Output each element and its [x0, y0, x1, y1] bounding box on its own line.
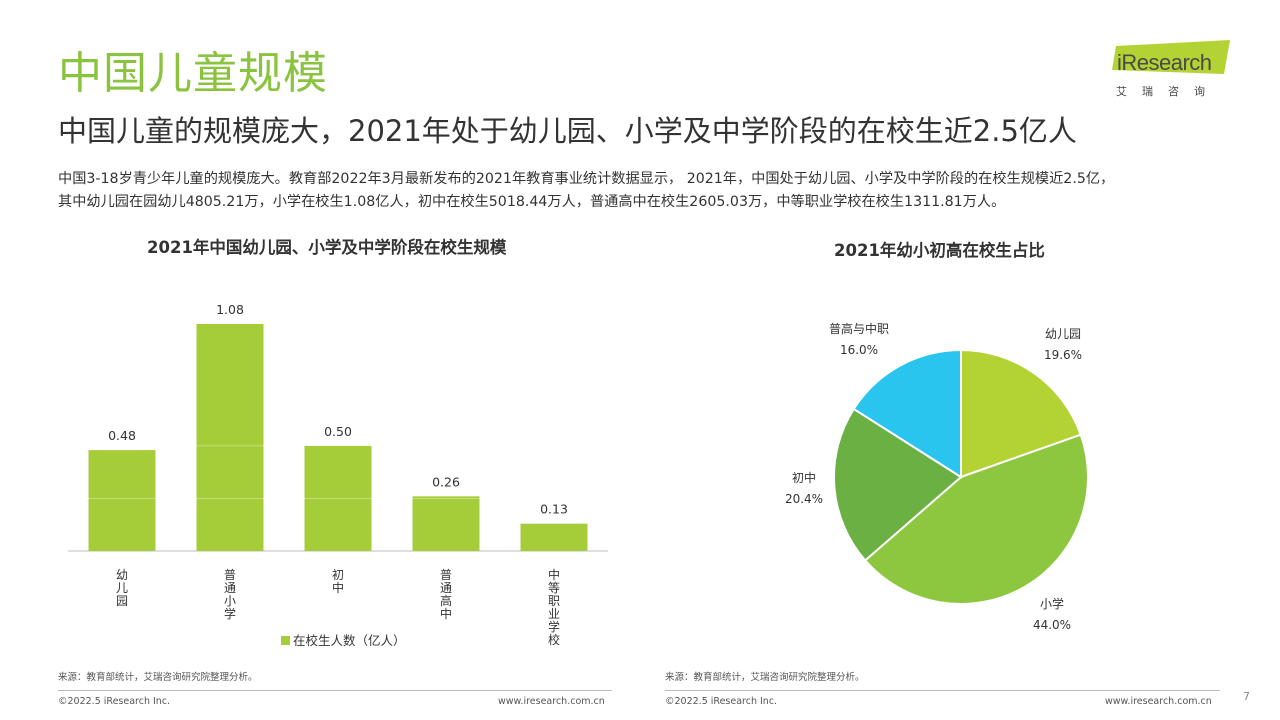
category-label-char: 高: [440, 593, 452, 608]
category-label-char: 园: [116, 594, 128, 608]
category-label-char: 中: [440, 606, 452, 621]
description-line-2: 其中幼儿园在园幼儿4805.21万，小学在校生1.08亿人，初中在校生5018.…: [58, 193, 1006, 210]
bar-初中: [304, 445, 372, 551]
bar-中等职业学校: [520, 523, 588, 551]
category-label-char: 通: [224, 581, 236, 595]
pie-slice-小学: [863, 433, 1089, 605]
bar-value-label: 1.08: [216, 302, 244, 317]
source-note-right: 来源：教育部统计，艾瑞咨询研究院整理分析。: [665, 672, 865, 683]
footer-divider-right: [665, 690, 1220, 691]
bar-value-label: 0.50: [324, 424, 352, 439]
description-line-1: 中国3-18岁青少年儿童的规模庞大。教育部2022年3月最新发布的2021年教育…: [58, 171, 1115, 187]
pie-label-name: 幼儿园: [1045, 327, 1081, 341]
pie-label-name: 小学: [1040, 596, 1064, 611]
page-title: 中国儿童规模: [58, 48, 328, 99]
pie-label-pct: 16.0%: [840, 343, 878, 357]
copyright-left: ©2022.5 iResearch Inc.: [58, 696, 171, 707]
category-label-char: 校: [548, 632, 560, 647]
url-link-left[interactable]: www.iresearch.com.cn: [498, 696, 605, 707]
bar-value-label: 0.13: [540, 502, 568, 517]
legend-swatch: [281, 636, 290, 645]
pie-chart-title: 2021年幼小初高在校生占比: [834, 241, 1045, 260]
bar-value-label: 0.48: [108, 428, 136, 443]
pie-slice-初中: [833, 407, 963, 562]
pie-label-name: 初中: [792, 470, 816, 485]
url-link-right[interactable]: www.iresearch.com.cn: [1105, 696, 1212, 707]
category-label-char: 幼: [116, 568, 128, 582]
bar-chart: 0.48幼儿园1.08普通小学0.50初中0.26普通高中0.13中等职业学校在…: [68, 302, 608, 648]
bar-普通高中: [412, 496, 480, 551]
description: 中国3-18岁青少年儿童的规模庞大。教育部2022年3月最新发布的2021年教育…: [58, 168, 1238, 213]
logo-text: iResearch: [1117, 50, 1212, 75]
category-label-char: 学: [548, 619, 560, 634]
pie-slice-普高与中职: [852, 348, 962, 479]
category-label-char: 业: [548, 607, 560, 621]
pie-label-pct: 19.6%: [1044, 348, 1082, 362]
source-note-left: 来源：教育部统计，艾瑞咨询研究院整理分析。: [58, 672, 258, 683]
category-label-char: 中: [332, 580, 344, 595]
page-subtitle: 中国儿童的规模庞大，2021年处于幼儿园、小学及中学阶段的在校生近2.5亿人: [58, 114, 1077, 148]
category-label-char: 通: [440, 581, 452, 595]
bar-value-label: 0.26: [432, 474, 460, 489]
iresearch-logo: [1112, 40, 1230, 74]
category-label-char: 学: [224, 606, 236, 621]
bar-chart-title: 2021年中国幼儿园、小学及中学阶段在校生规模: [147, 238, 507, 257]
category-label-char: 中: [548, 567, 560, 582]
logo-green-shape: [1112, 40, 1230, 74]
legend-label: 在校生人数（亿人）: [293, 633, 406, 648]
pie-label-pct: 20.4%: [785, 492, 823, 506]
copyright-right: ©2022.5 iResearch Inc.: [665, 696, 778, 707]
category-label-char: 职: [548, 594, 560, 608]
bar-普通小学: [196, 323, 264, 551]
bar-幼儿园: [88, 450, 156, 551]
category-label-char: 普: [440, 568, 452, 582]
pie-chart: 幼儿园 19.6% 小学 44.0% 初中 20.4% 普高与中职 16.0%: [785, 321, 1089, 632]
category-label-char: 初: [332, 568, 344, 582]
logo-subtext: 艾瑞咨询: [1116, 85, 1220, 98]
category-label-char: 小: [224, 594, 236, 608]
pie-label-pct: 44.0%: [1033, 618, 1071, 632]
footer-divider-left: [58, 690, 612, 691]
category-label-char: 儿: [116, 581, 128, 595]
page-number: 7: [1243, 690, 1250, 703]
category-label-char: 等: [548, 581, 560, 595]
pie-label-name: 普高与中职: [829, 321, 889, 336]
category-label-char: 普: [224, 568, 236, 582]
